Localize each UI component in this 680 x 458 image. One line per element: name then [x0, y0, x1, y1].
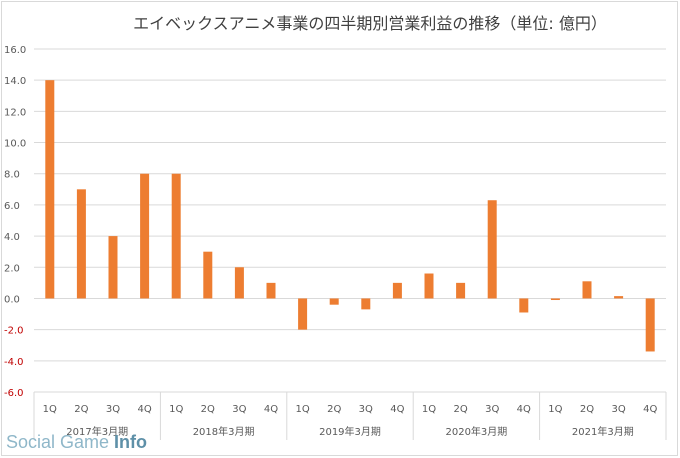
- watermark-text-info: Info: [114, 432, 148, 452]
- x-tick-label: 3Q: [485, 404, 499, 415]
- bar: [645, 298, 655, 352]
- bar: [266, 282, 276, 299]
- x-tick-label: 1Q: [548, 404, 562, 415]
- bar: [76, 189, 86, 299]
- y-tick-label: -6.0: [4, 388, 24, 399]
- bar: [424, 273, 434, 299]
- x-tick-label: 1Q: [43, 404, 57, 415]
- y-tick-label: -4.0: [4, 357, 24, 368]
- y-tick-label: 6.0: [4, 201, 20, 212]
- y-tick-label: 14.0: [4, 76, 26, 87]
- group-label: 2021年3月期: [572, 425, 634, 438]
- x-tick-label: 4Q: [517, 404, 531, 415]
- x-tick-label: 2Q: [453, 404, 467, 415]
- bar: [456, 282, 466, 299]
- x-tick-label: 2Q: [201, 404, 215, 415]
- bar: [614, 296, 624, 299]
- x-tick-label: 3Q: [232, 404, 246, 415]
- group-label: 2019年3月期: [319, 425, 381, 438]
- x-tick-label: 1Q: [422, 404, 436, 415]
- bar: [392, 282, 402, 299]
- y-tick-label: 12.0: [4, 107, 26, 118]
- group-label: 2017年3月期: [66, 425, 128, 438]
- bar: [171, 173, 181, 299]
- x-tick-label: 3Q: [359, 404, 373, 415]
- x-tick-label: 3Q: [106, 404, 120, 415]
- bar: [234, 267, 244, 299]
- bar: [203, 251, 213, 299]
- bar: [45, 80, 55, 299]
- y-tick-label: 2.0: [4, 263, 20, 274]
- watermark-logo: Social Game Info: [6, 432, 147, 453]
- y-tick-label: -2.0: [4, 326, 24, 337]
- group-label: 2020年3月期: [445, 425, 507, 438]
- x-tick-label: 2Q: [327, 404, 341, 415]
- y-tick-label: 16.0: [4, 45, 26, 56]
- bar: [519, 298, 529, 313]
- y-tick-label: 0.0: [4, 294, 20, 305]
- watermark-text-social: Social Game: [6, 432, 115, 452]
- x-tick-label: 1Q: [169, 404, 183, 415]
- group-label: 2018年3月期: [193, 425, 255, 438]
- x-tick-label: 1Q: [295, 404, 309, 415]
- x-tick-label: 2Q: [74, 404, 88, 415]
- x-tick-label: 4Q: [390, 404, 404, 415]
- x-tick-label: 3Q: [611, 404, 625, 415]
- bar: [582, 281, 592, 299]
- y-tick-label: 10.0: [4, 139, 26, 150]
- bar: [487, 200, 497, 299]
- bar: [140, 173, 150, 299]
- bar: [361, 298, 371, 310]
- bar: [108, 236, 118, 299]
- y-tick-label: 4.0: [4, 232, 20, 243]
- x-tick-label: 2Q: [580, 404, 594, 415]
- chart-title: エイベックスアニメ事業の四半期別営業利益の推移（単位: 億円）: [133, 14, 607, 33]
- y-tick-label: 8.0: [4, 170, 20, 181]
- bar: [550, 298, 560, 301]
- x-tick-label: 4Q: [643, 404, 657, 415]
- bar: [298, 298, 308, 330]
- x-tick-label: 4Q: [264, 404, 278, 415]
- x-tick-label: 4Q: [137, 404, 151, 415]
- bar: [329, 298, 339, 305]
